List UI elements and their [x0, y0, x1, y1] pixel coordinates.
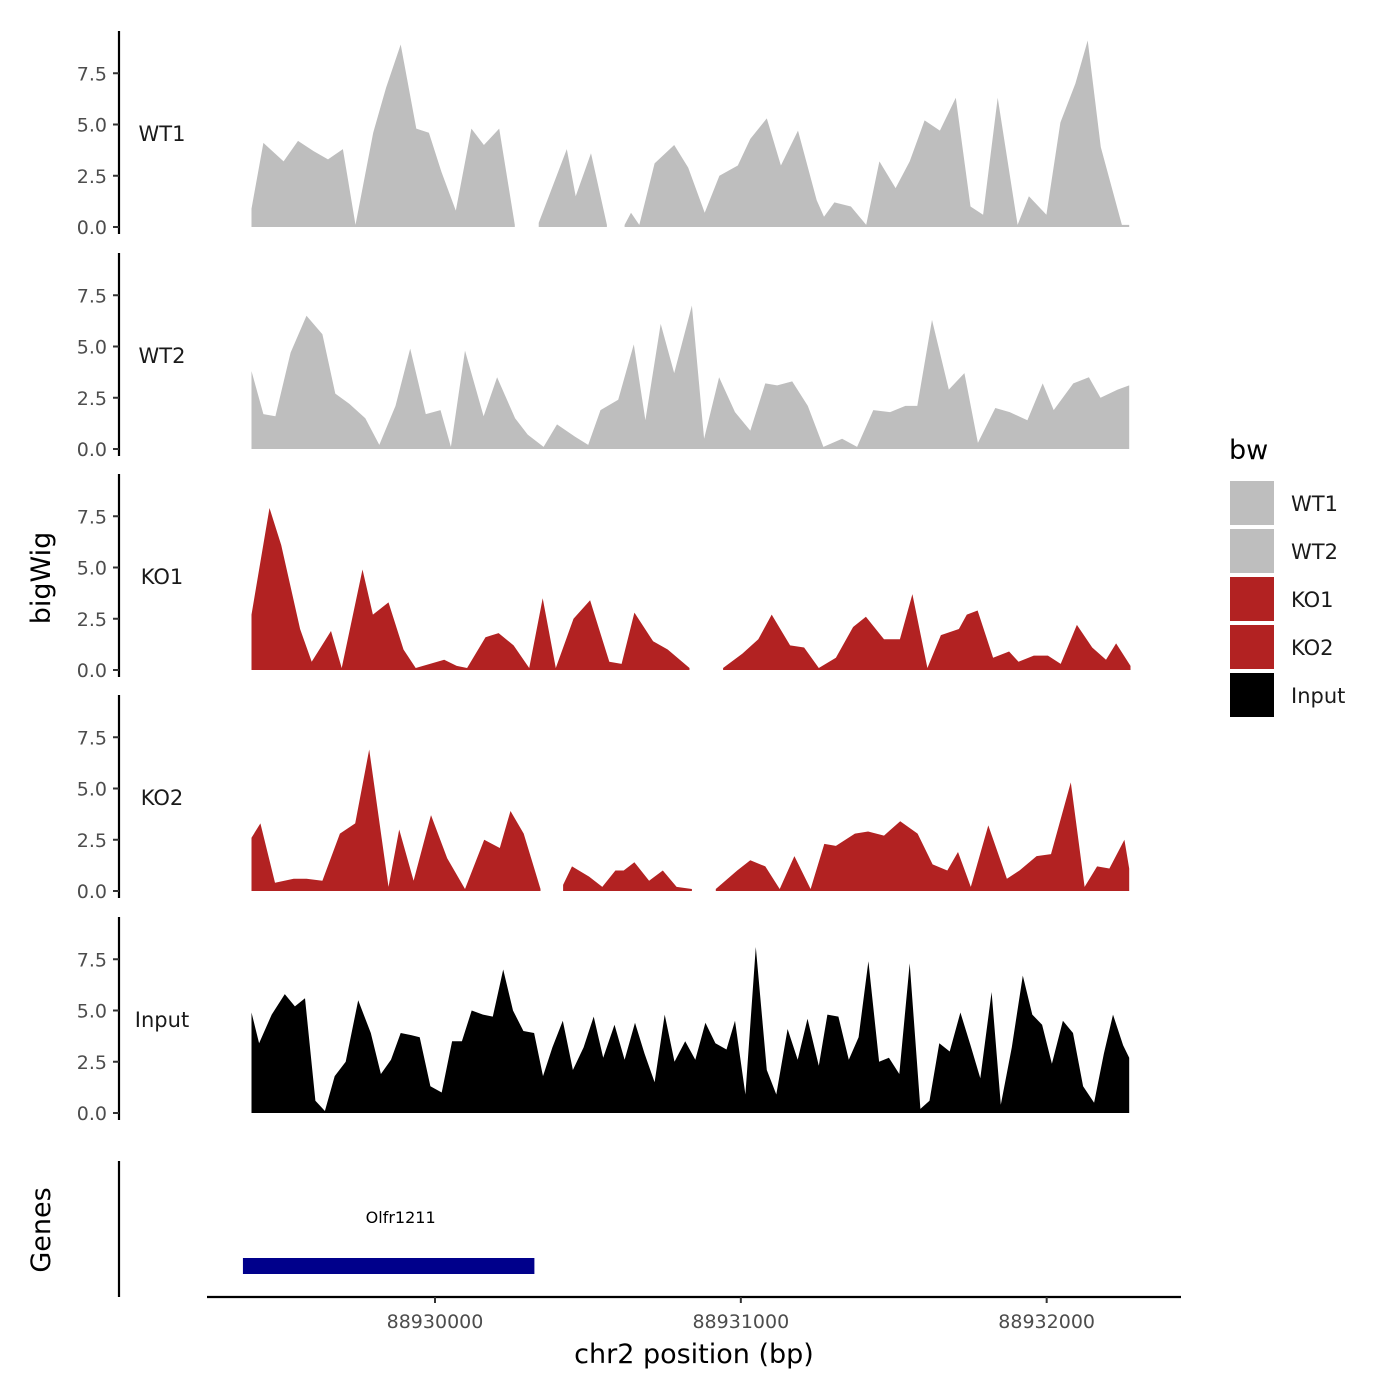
legend-swatch-ko2 [1228, 623, 1276, 671]
x-tick-label: 88932000 [998, 1311, 1095, 1333]
coverage-area-ko1-0 [251, 508, 690, 670]
track-ko2: 0.0 2.5 5.0 7.5 KO2 [77, 695, 1130, 903]
gene-body [242, 1258, 535, 1274]
x-axis: 88930000 88931000 88932000 [207, 1295, 1181, 1333]
legend-swatch-wt1 [1228, 479, 1276, 527]
track-label: KO1 [141, 565, 184, 589]
y-tick-label: 5.0 [77, 1001, 107, 1023]
y-axis-title: bigWig [26, 532, 57, 625]
legend-title: bw [1229, 435, 1268, 466]
y-tick-label: 2.5 [77, 388, 107, 410]
y-tick-label: 0.0 [77, 881, 107, 903]
y-tick-label: 5.0 [77, 337, 107, 359]
legend-label-ko2: KO2 [1291, 636, 1334, 660]
track-input: 0.0 2.5 5.0 7.5 Input [77, 917, 1130, 1125]
track-wt2: 0.0 2.5 5.0 7.5 WT2 [77, 253, 1130, 461]
legend-swatch-ko1 [1228, 575, 1276, 623]
coverage-area-wt1-0 [251, 44, 515, 227]
y-tick-label: 7.5 [77, 506, 107, 528]
gene-label: Olfr1211 [366, 1208, 436, 1227]
legend: bw WT1 WT2 KO1 KO2 Input [1228, 435, 1345, 719]
legend-label-ko1: KO1 [1291, 588, 1334, 612]
y-tick-label: 2.5 [77, 830, 107, 852]
coverage-area-ko2-1 [563, 862, 692, 891]
coverage-area-wt1-1 [538, 149, 607, 227]
coverage-area-input-0 [251, 947, 1130, 1113]
coverage-area-wt1-2 [624, 40, 1130, 227]
x-tick-label: 88930000 [387, 1311, 484, 1333]
coverage-tracks: 0.0 2.5 5.0 7.5 WT1 0.0 2.5 5.0 7.5 WT2 0.0 2.5 5.0 7… [77, 31, 1131, 1125]
y-tick-label: 0.0 [77, 1103, 107, 1125]
x-tick-label: 88931000 [692, 1311, 789, 1333]
track-wt1: 0.0 2.5 5.0 7.5 WT1 [77, 31, 1130, 239]
y-tick-label: 7.5 [77, 727, 107, 749]
y-tick-label: 7.5 [77, 949, 107, 971]
y-tick-label: 2.5 [77, 166, 107, 188]
genes-axis-title: Genes [26, 1187, 57, 1272]
y-tick-label: 0.0 [77, 439, 107, 461]
x-axis-title: chr2 position (bp) [574, 1339, 814, 1370]
y-tick-label: 2.5 [77, 1052, 107, 1074]
track-ko1: 0.0 2.5 5.0 7.5 KO1 [77, 474, 1131, 682]
track-label: KO2 [141, 786, 184, 810]
y-tick-label: 5.0 [77, 779, 107, 801]
y-tick-label: 5.0 [77, 115, 107, 137]
y-tick-label: 0.0 [77, 660, 107, 682]
legend-label-wt1: WT1 [1291, 492, 1338, 516]
y-tick-label: 2.5 [77, 609, 107, 631]
y-tick-label: 0.0 [77, 217, 107, 239]
legend-label-input: Input [1291, 684, 1345, 708]
coverage-area-wt2-0 [251, 305, 1130, 449]
legend-label-wt2: WT2 [1291, 540, 1338, 564]
genes-panel: Olfr1211 [117, 1161, 535, 1297]
track-label: WT1 [139, 122, 186, 146]
legend-swatch-wt2 [1228, 527, 1276, 575]
coverage-area-ko2-0 [251, 749, 541, 891]
y-tick-label: 7.5 [77, 285, 107, 307]
y-tick-label: 7.5 [77, 63, 107, 85]
legend-swatch-input [1228, 671, 1276, 719]
coverage-area-ko1-1 [723, 594, 1131, 670]
y-tick-label: 5.0 [77, 558, 107, 580]
track-label: WT2 [139, 344, 186, 368]
track-label: Input [135, 1008, 189, 1032]
coverage-area-ko2-2 [715, 782, 1130, 891]
